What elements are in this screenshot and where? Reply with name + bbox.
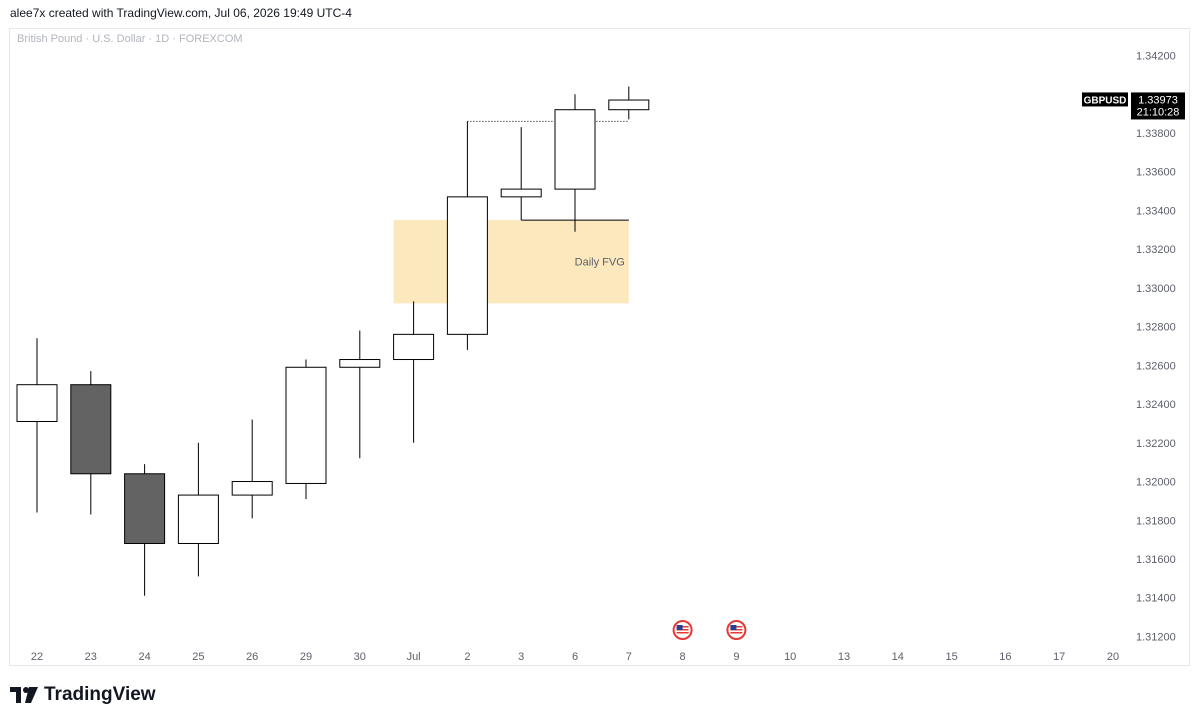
fvg-label: Daily FVG <box>575 257 625 269</box>
x-tick-label: 25 <box>192 651 204 663</box>
candle-body-bull <box>446 196 488 335</box>
x-tick-label: 15 <box>945 651 957 663</box>
y-tick-label: 1.32800 <box>1136 322 1176 334</box>
y-tick-label: 1.33400 <box>1136 205 1176 217</box>
symbol-badge <box>1082 92 1128 107</box>
candle-body-bull <box>393 333 435 361</box>
price-badge <box>1131 92 1185 120</box>
candle-body-bear <box>70 384 112 475</box>
y-tick-label: 1.33200 <box>1136 244 1176 256</box>
candle-body-bull <box>608 99 650 111</box>
x-tick-label: 22 <box>31 651 43 663</box>
x-tick-label: 24 <box>138 651 150 663</box>
y-tick-label: 1.34200 <box>1136 50 1176 62</box>
x-tick-label: 9 <box>733 651 739 663</box>
candle-body-bull <box>285 366 327 484</box>
y-tick-label: 1.32200 <box>1136 438 1176 450</box>
candle-body-bear <box>124 473 166 544</box>
x-tick-label: 20 <box>1107 651 1119 663</box>
y-tick-label: 1.31800 <box>1136 515 1176 527</box>
us-flag-event-icon-stripe <box>730 632 743 634</box>
y-tick-label: 1.33600 <box>1136 167 1176 179</box>
tradingview-logo-icon <box>10 687 38 703</box>
us-flag-event-icon-stripe <box>676 632 689 634</box>
candle-body-bull <box>500 188 542 198</box>
candle-body-bull <box>339 359 381 368</box>
x-tick-label: 16 <box>999 651 1011 663</box>
x-tick-label: 23 <box>85 651 97 663</box>
tradingview-logo[interactable]: TradingView <box>10 684 156 706</box>
x-tick-label: 8 <box>680 651 686 663</box>
us-flag-event-icon-canton <box>676 625 683 630</box>
candle-body-bull <box>177 494 219 544</box>
y-tick-label: 1.32600 <box>1136 360 1176 372</box>
x-tick-label: 26 <box>246 651 258 663</box>
x-tick-label: 7 <box>626 651 632 663</box>
x-tick-label: 13 <box>838 651 850 663</box>
chart-attribution: alee7x created with TradingView.com, Jul… <box>10 6 352 20</box>
candle-body-bull <box>231 481 273 496</box>
y-tick-label: 1.33000 <box>1136 283 1176 295</box>
price-badge-countdown: 21:10:28 <box>1137 106 1180 118</box>
x-tick-label: 2 <box>464 651 470 663</box>
x-tick-label: 17 <box>1053 651 1065 663</box>
fvg-zone <box>393 220 629 304</box>
price-badge-value: 1.33973 <box>1138 94 1178 106</box>
candle-body-bull <box>554 109 596 190</box>
chart-frame[interactable] <box>9 28 1190 666</box>
y-tick-label: 1.32400 <box>1136 399 1176 411</box>
y-tick-label: 1.31200 <box>1136 631 1176 643</box>
symbol-description[interactable]: British Pound · U.S. Dollar · 1D · FOREX… <box>17 33 243 45</box>
y-tick-label: 1.31600 <box>1136 554 1176 566</box>
x-tick-label: 10 <box>784 651 796 663</box>
y-tick-label: 1.33800 <box>1136 128 1176 140</box>
x-tick-label: 3 <box>518 651 524 663</box>
candle-body-bull <box>16 384 58 422</box>
x-tick-label: 6 <box>572 651 578 663</box>
x-tick-label: Jul <box>407 651 421 663</box>
y-tick-label: 1.32000 <box>1136 477 1176 489</box>
symbol-badge-text: GBPUSD <box>1084 95 1127 106</box>
y-tick-label: 1.31400 <box>1136 593 1176 605</box>
x-tick-label: 30 <box>354 651 366 663</box>
tradingview-brand: TradingView <box>44 684 156 705</box>
us-flag-event-icon-canton <box>730 625 737 630</box>
x-tick-label: 14 <box>892 651 904 663</box>
x-tick-label: 29 <box>300 651 312 663</box>
